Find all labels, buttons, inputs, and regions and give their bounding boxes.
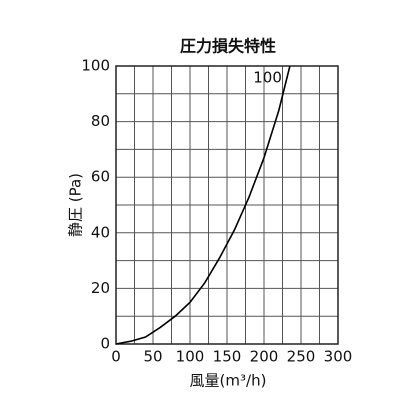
y-tick-label: 60: [91, 168, 110, 186]
y-tick-label: 100: [81, 57, 110, 75]
y-tick-label: 80: [91, 112, 110, 130]
y-tick-label: 40: [91, 223, 110, 241]
y-tick-label: 20: [91, 279, 110, 297]
series-label: 100: [253, 69, 282, 87]
y-tick-label: 0: [100, 335, 110, 353]
x-tick-label: 250: [287, 348, 316, 366]
x-axis-label: 風量(m³/h): [190, 372, 267, 390]
plot-frame: [115, 65, 339, 345]
y-axis-label: 静圧 (Pa): [67, 173, 85, 237]
x-tick-label: 100: [176, 348, 205, 366]
x-tick-label: 200: [250, 348, 279, 366]
data-line: [115, 65, 291, 345]
chart-title: 圧力損失特性: [180, 37, 276, 56]
x-tick-label: 0: [111, 348, 121, 366]
x-tick-label: 150: [213, 348, 242, 366]
x-tick-label: 300: [324, 348, 353, 366]
x-tick-label: 50: [143, 348, 162, 366]
